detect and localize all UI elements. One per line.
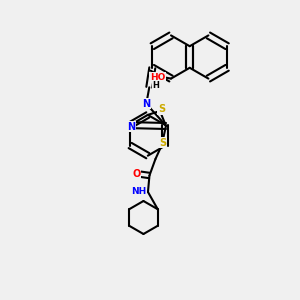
Text: N: N (128, 122, 136, 132)
Text: O: O (132, 169, 141, 179)
Text: N: N (142, 99, 150, 109)
Text: HO: HO (150, 73, 165, 82)
Text: NH: NH (131, 188, 146, 196)
Text: S: S (158, 104, 165, 115)
Text: H: H (152, 81, 159, 90)
Text: S: S (159, 137, 167, 148)
